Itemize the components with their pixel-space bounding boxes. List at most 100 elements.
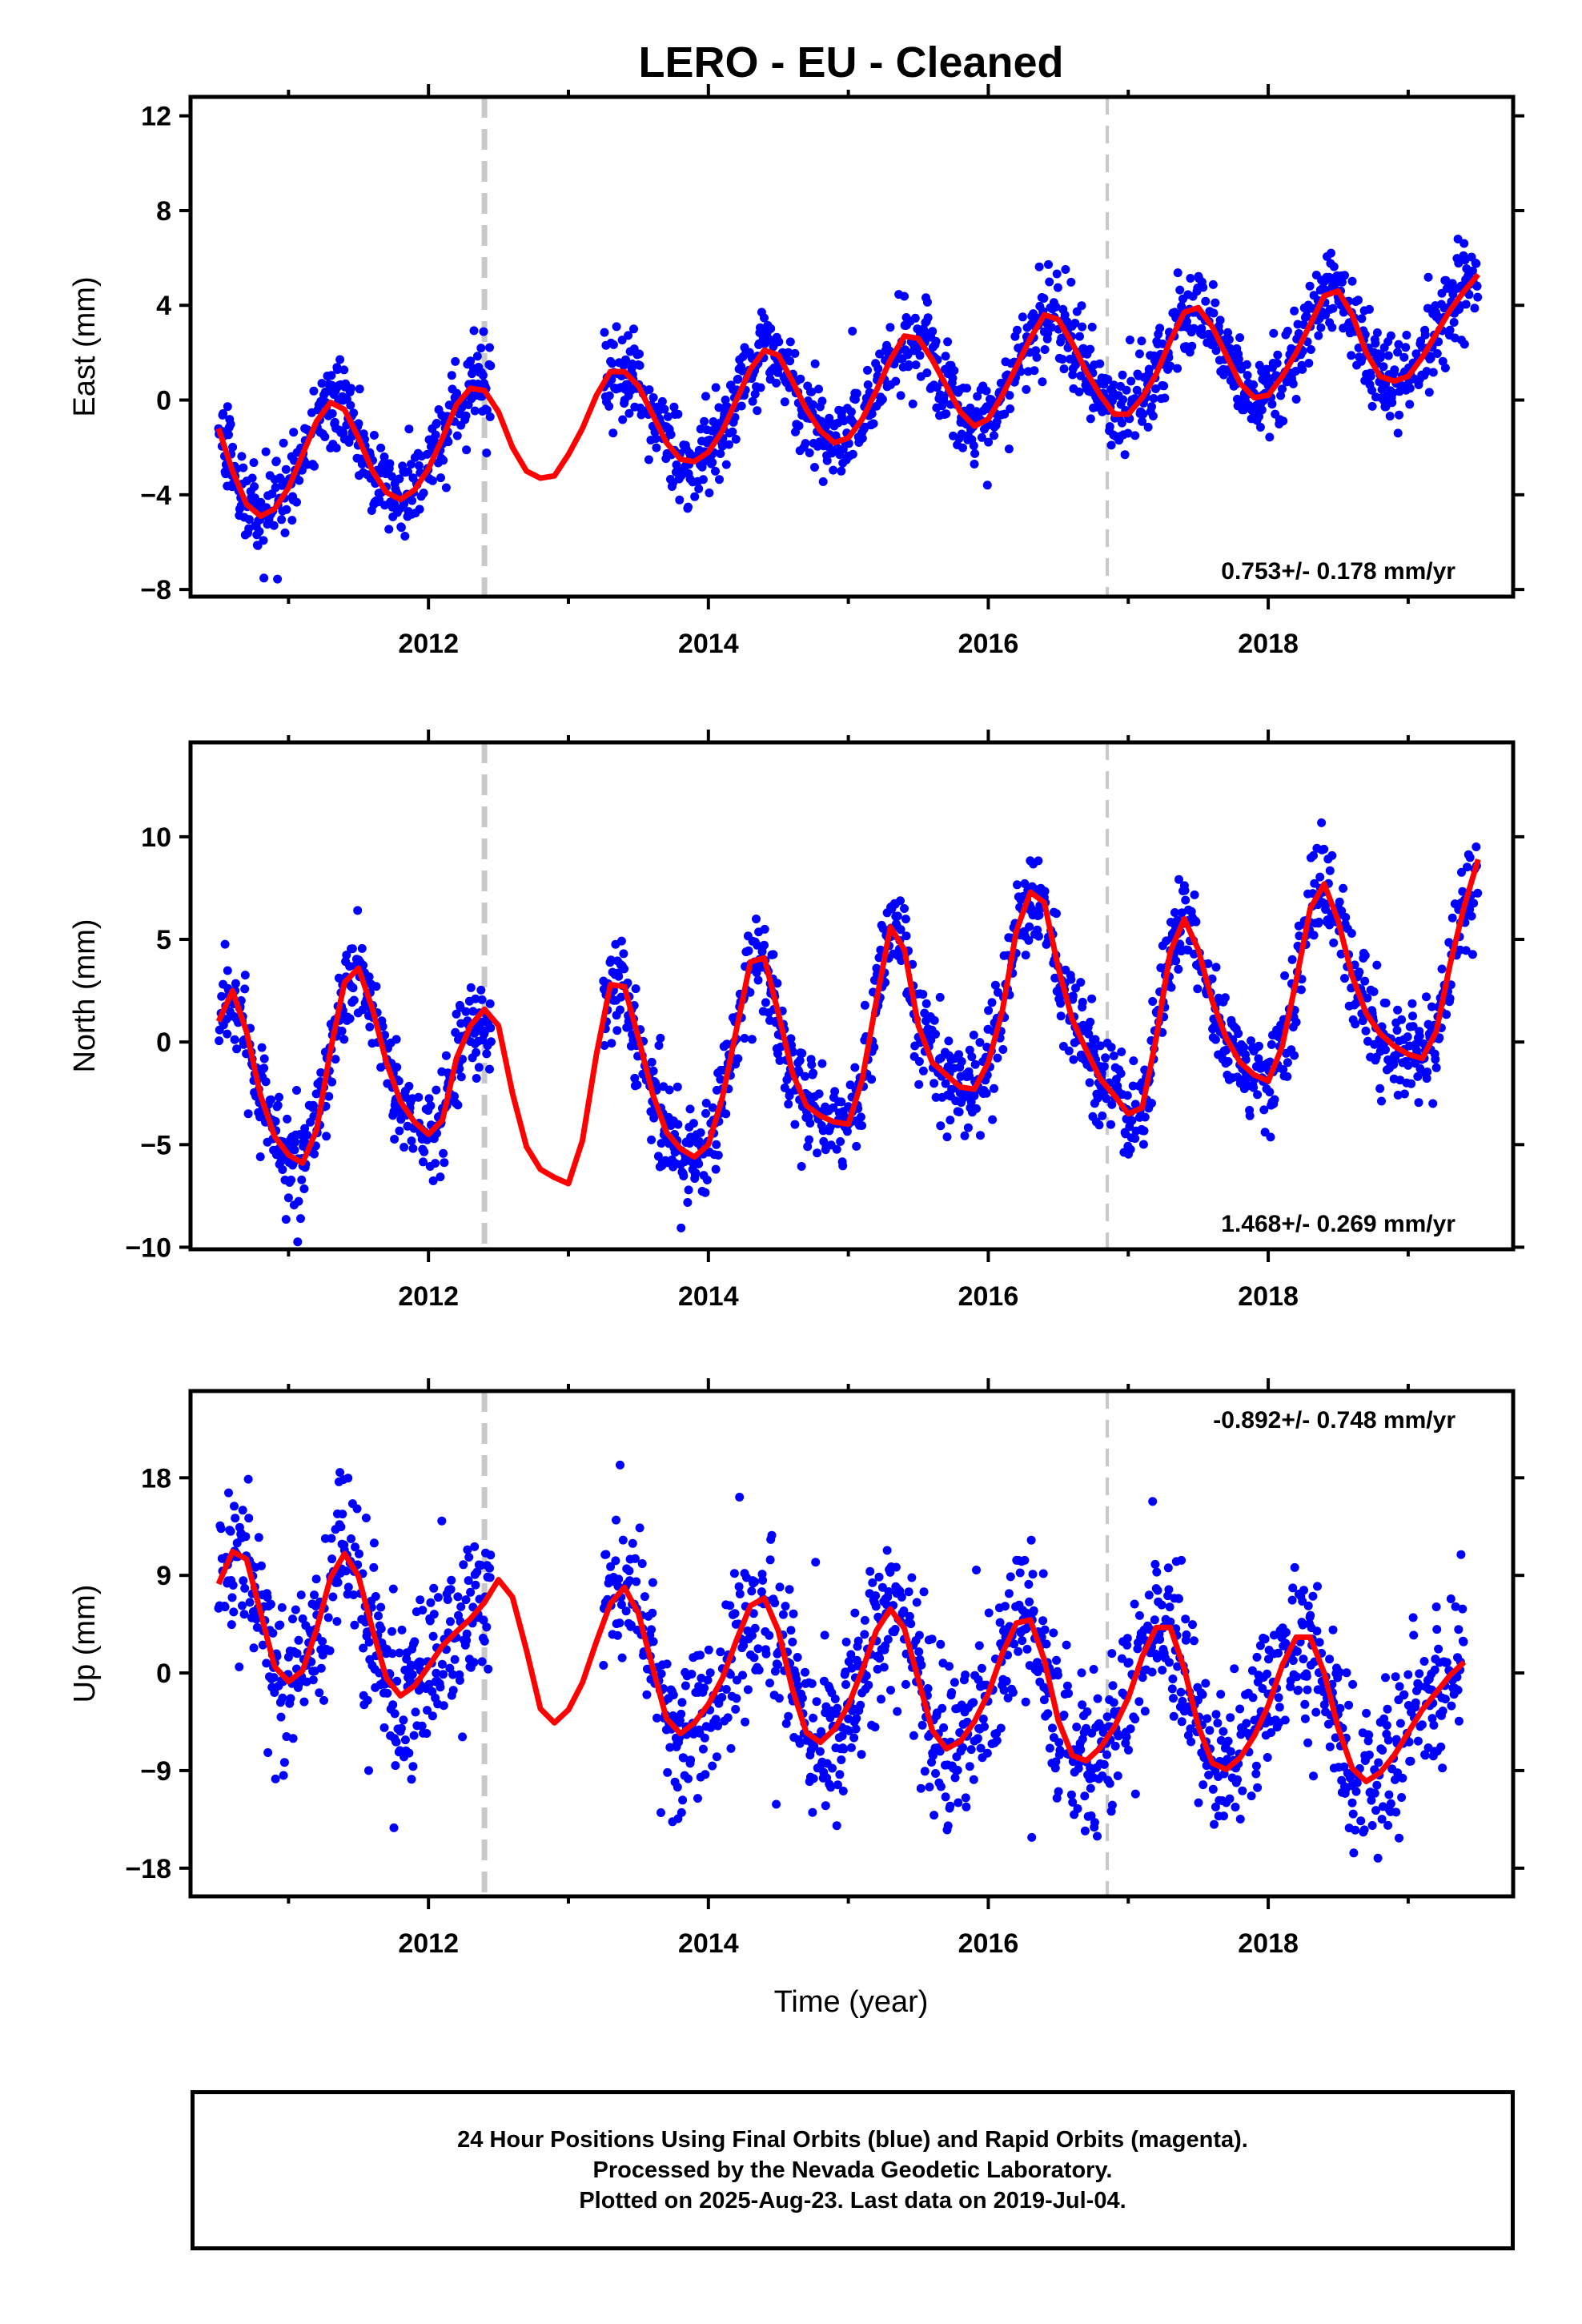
data-point bbox=[253, 541, 263, 550]
data-point bbox=[1311, 1707, 1321, 1717]
data-point bbox=[765, 1630, 774, 1640]
data-point bbox=[936, 1639, 946, 1649]
data-point bbox=[448, 1686, 458, 1695]
data-point bbox=[316, 1068, 326, 1077]
data-point bbox=[1086, 344, 1095, 354]
data-point bbox=[1134, 349, 1144, 359]
data-point bbox=[974, 1641, 984, 1651]
data-point bbox=[249, 1643, 259, 1653]
data-point bbox=[1170, 908, 1179, 917]
data-point bbox=[700, 1683, 709, 1693]
data-point bbox=[1235, 333, 1245, 343]
data-point bbox=[1298, 364, 1307, 374]
data-point bbox=[1266, 1132, 1275, 1142]
data-point bbox=[239, 463, 248, 472]
data-point bbox=[817, 396, 827, 406]
data-point bbox=[1314, 331, 1323, 340]
data-point bbox=[1413, 1736, 1423, 1746]
data-point bbox=[733, 374, 743, 384]
data-point bbox=[485, 1563, 494, 1573]
data-point bbox=[286, 1694, 295, 1703]
data-point bbox=[1126, 376, 1136, 386]
data-point bbox=[767, 1530, 777, 1540]
data-point bbox=[684, 1774, 693, 1783]
data-point bbox=[1467, 911, 1476, 921]
data-point bbox=[765, 1555, 775, 1565]
data-point bbox=[921, 999, 931, 1008]
data-point bbox=[1288, 1583, 1298, 1593]
data-point bbox=[407, 1775, 416, 1784]
data-point bbox=[407, 1136, 416, 1146]
data-point bbox=[1032, 352, 1042, 362]
data-point bbox=[1234, 1029, 1243, 1039]
data-point bbox=[1072, 1723, 1082, 1731]
data-point bbox=[458, 1055, 468, 1064]
data-point bbox=[1465, 853, 1475, 862]
data-point bbox=[1385, 412, 1395, 421]
data-point bbox=[914, 1630, 924, 1640]
data-point bbox=[1296, 985, 1306, 995]
data-point bbox=[662, 1659, 672, 1669]
data-point bbox=[1034, 911, 1044, 920]
data-point bbox=[469, 1658, 479, 1667]
data-point bbox=[334, 973, 343, 983]
data-point bbox=[1163, 1563, 1173, 1573]
data-point bbox=[1086, 414, 1095, 424]
data-point bbox=[1468, 266, 1477, 275]
data-point bbox=[807, 387, 817, 396]
data-point bbox=[922, 368, 932, 378]
data-point bbox=[1363, 1036, 1372, 1046]
data-point bbox=[958, 1743, 967, 1752]
data-point bbox=[426, 1101, 436, 1111]
data-point bbox=[1422, 992, 1431, 1002]
north-plot-frame bbox=[188, 740, 1516, 1252]
data-point bbox=[961, 1671, 970, 1679]
data-point bbox=[383, 1688, 392, 1698]
data-point bbox=[1395, 1076, 1405, 1085]
data-point bbox=[1026, 1535, 1036, 1545]
data-point bbox=[1472, 842, 1481, 851]
data-point bbox=[1249, 380, 1259, 389]
data-point bbox=[963, 1123, 973, 1132]
data-point bbox=[1006, 404, 1015, 413]
data-point bbox=[482, 405, 492, 415]
data-point bbox=[967, 1052, 977, 1062]
data-point bbox=[772, 378, 781, 388]
data-point bbox=[631, 984, 640, 994]
data-point bbox=[227, 1620, 236, 1630]
data-point bbox=[411, 1707, 420, 1717]
data-point bbox=[275, 1092, 283, 1102]
data-point bbox=[830, 1087, 840, 1096]
data-point bbox=[739, 1641, 749, 1651]
data-point bbox=[635, 349, 644, 359]
data-point bbox=[384, 525, 394, 534]
data-point bbox=[712, 1140, 721, 1149]
data-point bbox=[666, 430, 676, 440]
data-point bbox=[319, 1695, 328, 1705]
data-point bbox=[984, 1608, 994, 1618]
data-point bbox=[1122, 385, 1131, 395]
data-point bbox=[1066, 975, 1076, 984]
data-point bbox=[223, 402, 232, 412]
data-point bbox=[288, 1614, 297, 1624]
data-point bbox=[347, 1534, 355, 1543]
data-point bbox=[1174, 1594, 1183, 1603]
data-point bbox=[379, 459, 388, 468]
data-point bbox=[361, 1514, 371, 1522]
data-point bbox=[700, 416, 709, 426]
data-point bbox=[941, 1079, 950, 1088]
data-point bbox=[1116, 1069, 1126, 1078]
data-point bbox=[1010, 1639, 1019, 1649]
x-tick-label: 2014 bbox=[678, 1281, 739, 1312]
data-point bbox=[231, 979, 240, 988]
data-point bbox=[785, 356, 795, 366]
y-tick-label: 5 bbox=[156, 925, 171, 955]
data-point bbox=[1086, 1783, 1095, 1793]
data-point bbox=[217, 991, 227, 1001]
data-point bbox=[905, 1611, 914, 1621]
data-point bbox=[678, 1795, 688, 1805]
data-point bbox=[807, 1679, 817, 1688]
data-point bbox=[1137, 336, 1146, 346]
data-point bbox=[654, 1041, 664, 1050]
data-point bbox=[1287, 955, 1297, 964]
